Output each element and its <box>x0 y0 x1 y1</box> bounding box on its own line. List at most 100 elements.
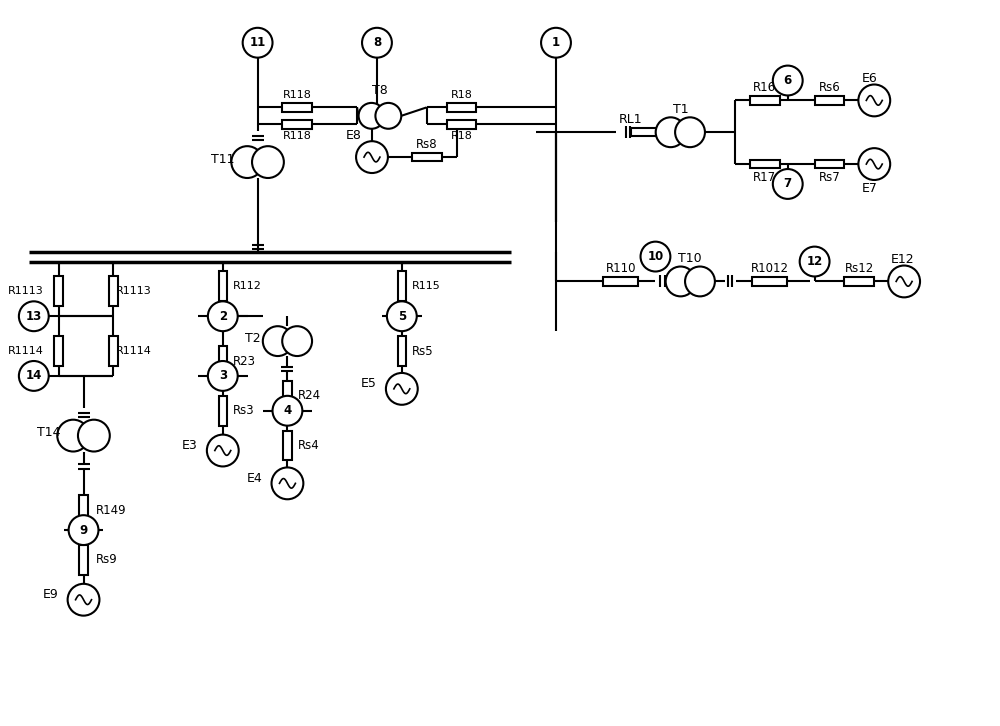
Bar <box>815 160 844 168</box>
Text: T2: T2 <box>245 332 260 345</box>
Circle shape <box>252 146 284 178</box>
Text: E9: E9 <box>43 588 59 601</box>
Bar <box>79 545 88 575</box>
Bar <box>219 272 227 301</box>
Text: 11: 11 <box>249 36 266 49</box>
Text: Rs6: Rs6 <box>819 81 840 94</box>
Circle shape <box>387 301 417 331</box>
Text: E8: E8 <box>346 129 362 142</box>
Circle shape <box>773 65 803 95</box>
Bar <box>283 381 292 411</box>
Text: R23: R23 <box>233 354 256 367</box>
Circle shape <box>207 435 239 466</box>
Bar <box>447 103 476 112</box>
Bar <box>447 120 476 129</box>
Text: R24: R24 <box>297 389 321 402</box>
Bar <box>282 103 312 112</box>
Text: R1113: R1113 <box>116 286 152 296</box>
Text: R110: R110 <box>605 262 636 275</box>
Circle shape <box>800 247 830 277</box>
Text: Rs8: Rs8 <box>416 138 438 151</box>
Text: R1113: R1113 <box>8 286 44 296</box>
Bar <box>398 336 406 366</box>
Text: T8: T8 <box>372 84 388 97</box>
Bar <box>54 336 63 366</box>
Circle shape <box>69 515 98 545</box>
Circle shape <box>19 301 49 331</box>
Circle shape <box>656 118 686 147</box>
Circle shape <box>888 266 920 298</box>
Text: E3: E3 <box>182 439 198 452</box>
Circle shape <box>375 103 401 129</box>
Text: R149: R149 <box>95 504 126 517</box>
Text: R1114: R1114 <box>8 346 44 356</box>
Text: 14: 14 <box>26 370 42 383</box>
Circle shape <box>858 84 890 116</box>
Bar <box>109 277 118 306</box>
Text: Rs7: Rs7 <box>819 171 840 184</box>
Text: 12: 12 <box>806 255 823 268</box>
Bar <box>219 396 227 425</box>
Text: E6: E6 <box>861 72 877 85</box>
Circle shape <box>675 118 705 147</box>
Text: Rs4: Rs4 <box>297 439 319 452</box>
Text: 4: 4 <box>283 404 292 417</box>
Circle shape <box>263 326 293 356</box>
Text: 3: 3 <box>219 370 227 383</box>
Text: E12: E12 <box>890 253 914 266</box>
Circle shape <box>273 396 302 425</box>
Text: R115: R115 <box>412 282 441 291</box>
Text: 10: 10 <box>647 250 664 263</box>
Circle shape <box>231 146 263 178</box>
Bar <box>631 128 656 136</box>
Text: E4: E4 <box>247 472 263 485</box>
Circle shape <box>208 301 238 331</box>
Circle shape <box>541 28 571 57</box>
Bar <box>282 120 312 129</box>
Circle shape <box>272 468 303 499</box>
Circle shape <box>208 361 238 391</box>
Text: 2: 2 <box>219 310 227 323</box>
Bar <box>219 346 227 376</box>
Bar <box>750 160 780 168</box>
Text: Rs12: Rs12 <box>845 262 874 275</box>
Text: 1: 1 <box>552 36 560 49</box>
Bar <box>752 277 787 285</box>
Text: T14: T14 <box>37 426 60 439</box>
Circle shape <box>359 103 384 129</box>
Circle shape <box>57 420 89 452</box>
Bar <box>815 96 844 105</box>
Bar <box>283 431 292 460</box>
Bar <box>412 153 442 161</box>
Text: R118: R118 <box>283 131 312 142</box>
Circle shape <box>666 266 695 296</box>
Text: R18: R18 <box>451 131 472 142</box>
Text: 7: 7 <box>784 177 792 190</box>
Text: 6: 6 <box>784 74 792 87</box>
Text: R18: R18 <box>451 91 472 100</box>
Text: 8: 8 <box>373 36 381 49</box>
Bar <box>79 495 88 525</box>
Circle shape <box>858 148 890 180</box>
Text: T11: T11 <box>211 152 235 166</box>
Circle shape <box>68 584 99 616</box>
Circle shape <box>282 326 312 356</box>
Circle shape <box>685 266 715 296</box>
Circle shape <box>773 169 803 199</box>
Bar <box>750 96 780 105</box>
Text: T1: T1 <box>673 103 688 116</box>
Text: R17: R17 <box>753 171 776 184</box>
Circle shape <box>386 373 418 405</box>
Text: 5: 5 <box>398 310 406 323</box>
Text: R1114: R1114 <box>116 346 152 356</box>
Text: E5: E5 <box>361 378 377 391</box>
Text: R112: R112 <box>233 282 262 291</box>
Text: E7: E7 <box>861 182 877 195</box>
Text: R16: R16 <box>753 81 776 94</box>
Text: R1012: R1012 <box>751 262 789 275</box>
Circle shape <box>356 141 388 173</box>
Text: T10: T10 <box>678 252 702 265</box>
Bar <box>109 336 118 366</box>
Circle shape <box>243 28 273 57</box>
Text: RL1: RL1 <box>619 113 642 126</box>
